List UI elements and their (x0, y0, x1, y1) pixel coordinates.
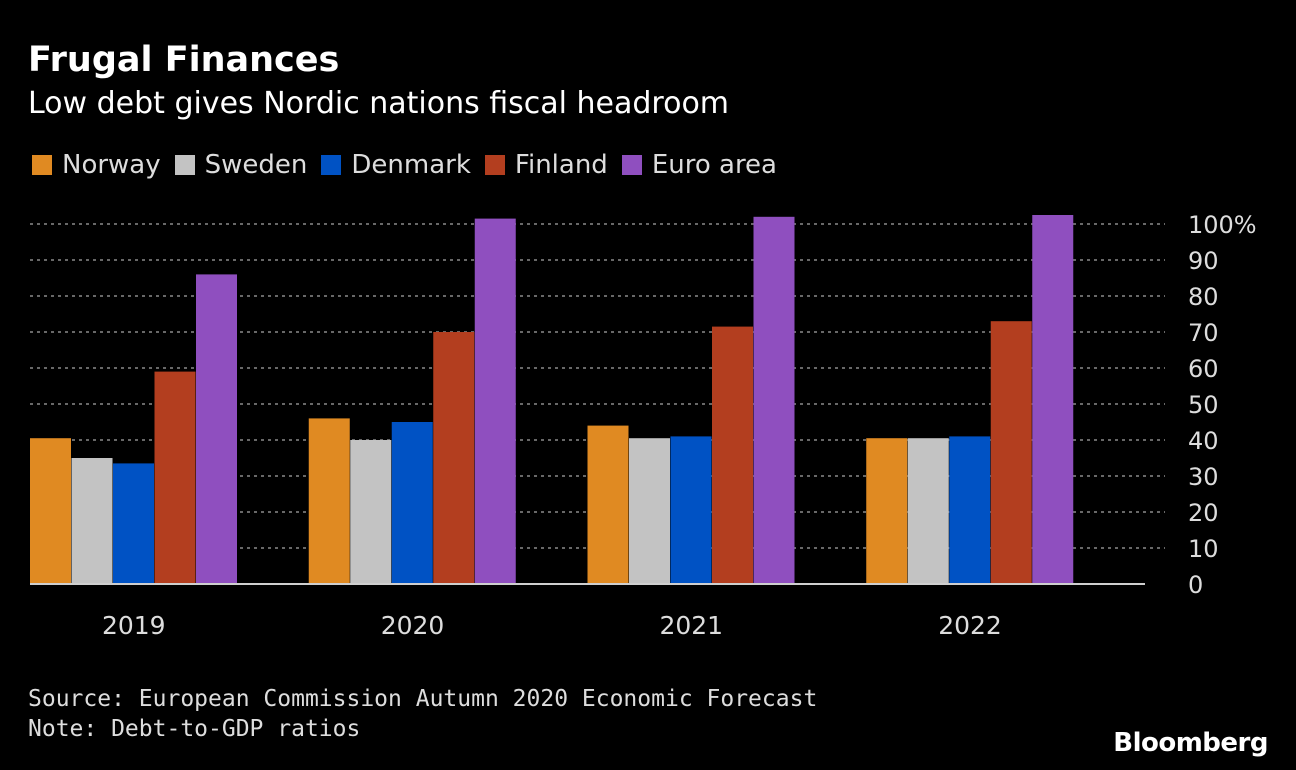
x-tick-label: 2019 (102, 611, 166, 640)
chart-title: Frugal Finances (28, 40, 340, 80)
bar-norway (587, 425, 629, 584)
bar-chart: 0 10 20 30 40 50 60 70 80 90 100% 2019 2020 2021 2022 (30, 211, 1257, 640)
legend-swatch (621, 155, 642, 175)
legend-label: Finland (514, 150, 608, 180)
legend-label: Sweden (204, 150, 308, 180)
y-tick-label: 70 (1188, 319, 1219, 347)
legend-swatch (174, 155, 195, 175)
x-tick-label: 2022 (938, 611, 1002, 640)
bar-denmark (113, 463, 154, 584)
legend-item: Euro area (621, 150, 777, 180)
legend-item: Norway (32, 150, 161, 180)
y-tick-label: 60 (1188, 355, 1219, 383)
legend-item: Denmark (321, 150, 471, 180)
bar-finland (990, 321, 1032, 584)
legend-label: Denmark (351, 150, 471, 180)
legend-label: Euro area (651, 150, 777, 180)
y-tick-label: 80 (1188, 283, 1219, 311)
legend-item: Finland (484, 150, 608, 180)
bar-euro-area (474, 218, 516, 584)
bar-euro-area (196, 274, 237, 584)
bar-finland (154, 371, 196, 584)
bar-norway (866, 438, 908, 584)
source-text: Source: European Commission Autumn 2020 … (28, 686, 818, 712)
y-tick-label: 100% (1188, 211, 1257, 239)
bar-denmark (949, 436, 991, 584)
bar-finland (712, 326, 753, 584)
note-text: Note: Debt-to-GDP ratios (28, 716, 361, 742)
y-tick-label: 30 (1188, 463, 1219, 491)
y-tick-label: 40 (1188, 427, 1219, 455)
bar-denmark (670, 436, 712, 584)
chart-subtitle: Low debt gives Nordic nations fiscal hea… (28, 86, 730, 121)
legend-swatch (32, 155, 52, 175)
bar-euro-area (753, 216, 795, 585)
bar-denmark (391, 422, 433, 584)
bar-norway (30, 438, 71, 584)
y-tick-label: 50 (1188, 391, 1219, 419)
y-tick-label: 10 (1188, 535, 1219, 563)
bar-norway (308, 418, 350, 584)
legend-label: Norway (62, 150, 161, 180)
y-tick-label: 0 (1188, 571, 1203, 599)
bar-finland (433, 332, 475, 584)
legend-swatch (484, 155, 505, 175)
y-tick-label: 90 (1188, 247, 1219, 275)
y-tick-label: 20 (1188, 499, 1219, 527)
bar-euro-area (1032, 215, 1074, 584)
bloomberg-logo: Bloomberg (1113, 728, 1268, 758)
bar-sweden (350, 440, 392, 584)
legend: Norway Sweden Denmark Finland Euro area (32, 150, 791, 180)
bar-sweden (907, 438, 949, 584)
legend-item: Sweden (174, 150, 308, 180)
bar-sweden (71, 458, 113, 584)
bar-sweden (629, 438, 670, 584)
legend-swatch (321, 155, 342, 175)
x-tick-label: 2021 (659, 611, 723, 640)
x-tick-label: 2020 (381, 611, 445, 640)
